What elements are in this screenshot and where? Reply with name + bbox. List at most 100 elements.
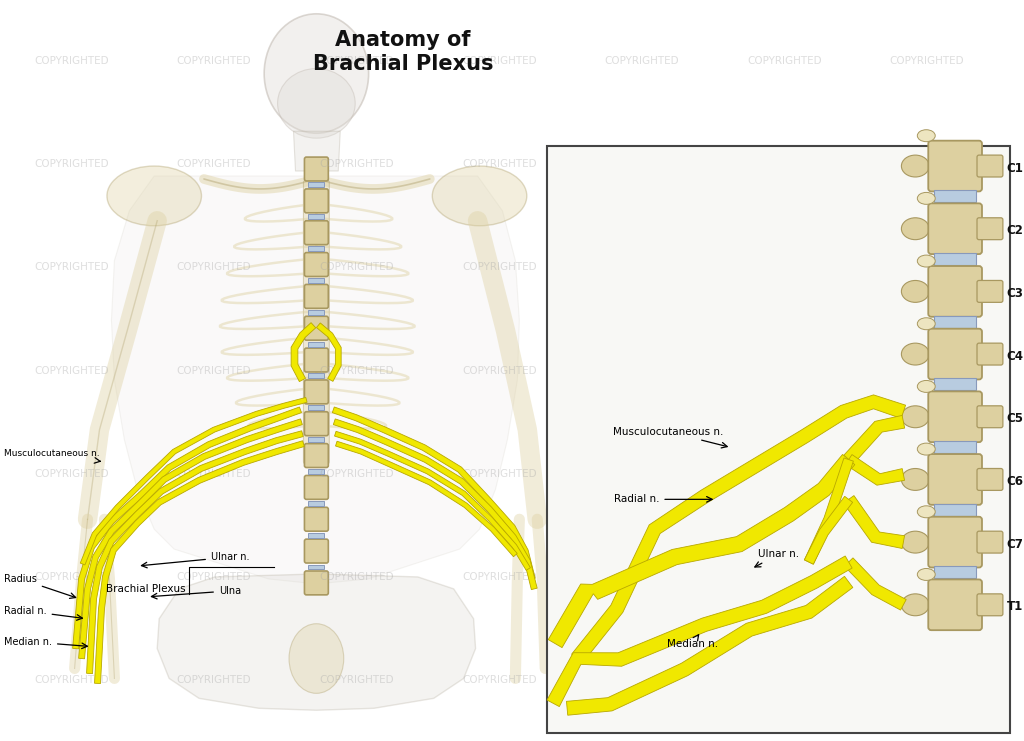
Text: COPYRIGHTED: COPYRIGHTED (890, 365, 965, 376)
Text: C7: C7 (1007, 538, 1024, 551)
Ellipse shape (918, 568, 935, 580)
Text: COPYRIGHTED: COPYRIGHTED (890, 675, 965, 685)
FancyBboxPatch shape (304, 157, 329, 181)
Polygon shape (335, 431, 530, 571)
FancyBboxPatch shape (304, 316, 329, 340)
Text: T1: T1 (1007, 600, 1023, 614)
Bar (308, 437, 325, 442)
Ellipse shape (918, 130, 935, 142)
Text: COPYRIGHTED: COPYRIGHTED (176, 262, 251, 272)
FancyBboxPatch shape (929, 391, 982, 442)
Polygon shape (805, 496, 853, 564)
FancyBboxPatch shape (929, 203, 982, 254)
Text: COPYRIGHTED: COPYRIGHTED (604, 572, 679, 582)
Text: C4: C4 (1007, 350, 1024, 362)
Text: COPYRIGHTED: COPYRIGHTED (462, 56, 537, 66)
Text: COPYRIGHTED: COPYRIGHTED (319, 262, 394, 272)
Ellipse shape (901, 406, 929, 428)
Text: COPYRIGHTED: COPYRIGHTED (34, 572, 109, 582)
Bar (308, 373, 325, 379)
Bar (308, 246, 325, 251)
Text: C3: C3 (1007, 287, 1024, 300)
Polygon shape (294, 131, 340, 171)
Ellipse shape (901, 594, 929, 616)
Polygon shape (571, 395, 905, 663)
Polygon shape (94, 441, 304, 683)
FancyBboxPatch shape (929, 454, 982, 505)
Polygon shape (112, 176, 519, 584)
Bar (934, 379, 976, 391)
Text: COPYRIGHTED: COPYRIGHTED (462, 262, 537, 272)
FancyBboxPatch shape (977, 594, 1002, 616)
Text: Brachial Plexus: Brachial Plexus (312, 53, 494, 73)
Text: COPYRIGHTED: COPYRIGHTED (748, 675, 822, 685)
Ellipse shape (289, 624, 344, 694)
Text: C6: C6 (1007, 475, 1024, 488)
Text: COPYRIGHTED: COPYRIGHTED (462, 469, 537, 479)
Text: COPYRIGHTED: COPYRIGHTED (604, 159, 679, 169)
Text: Ulnar n.: Ulnar n. (755, 549, 800, 567)
Polygon shape (547, 556, 852, 707)
Polygon shape (844, 496, 904, 548)
Bar (308, 405, 325, 411)
FancyBboxPatch shape (304, 348, 329, 372)
Polygon shape (334, 419, 538, 590)
Text: C5: C5 (1007, 412, 1024, 425)
Polygon shape (79, 419, 302, 659)
Ellipse shape (901, 218, 929, 239)
Polygon shape (316, 323, 341, 382)
Ellipse shape (901, 280, 929, 302)
Text: COPYRIGHTED: COPYRIGHTED (34, 56, 109, 66)
FancyBboxPatch shape (929, 266, 982, 316)
Bar (934, 253, 976, 265)
FancyBboxPatch shape (977, 280, 1002, 302)
Polygon shape (844, 416, 904, 464)
Text: COPYRIGHTED: COPYRIGHTED (319, 365, 394, 376)
Text: COPYRIGHTED: COPYRIGHTED (890, 572, 965, 582)
Text: Median n.: Median n. (667, 635, 718, 648)
Text: COPYRIGHTED: COPYRIGHTED (34, 159, 109, 169)
Text: COPYRIGHTED: COPYRIGHTED (604, 56, 679, 66)
Text: Radial n.: Radial n. (4, 606, 82, 620)
Text: Anatomy of: Anatomy of (335, 30, 471, 50)
FancyBboxPatch shape (304, 444, 329, 468)
Ellipse shape (901, 155, 929, 177)
Text: COPYRIGHTED: COPYRIGHTED (319, 159, 394, 169)
Polygon shape (333, 407, 536, 579)
Ellipse shape (918, 255, 935, 267)
Text: COPYRIGHTED: COPYRIGHTED (34, 675, 109, 685)
Polygon shape (73, 407, 301, 649)
Ellipse shape (432, 166, 526, 226)
Text: Ulna: Ulna (152, 586, 241, 599)
Text: COPYRIGHTED: COPYRIGHTED (34, 469, 109, 479)
Text: COPYRIGHTED: COPYRIGHTED (604, 262, 679, 272)
Bar (308, 310, 325, 315)
Text: Median n.: Median n. (4, 637, 87, 648)
Bar (934, 567, 976, 579)
Polygon shape (80, 397, 307, 565)
Text: Ulnar n.: Ulnar n. (141, 552, 250, 568)
FancyBboxPatch shape (304, 253, 329, 276)
Text: COPYRIGHTED: COPYRIGHTED (748, 572, 822, 582)
Bar (934, 504, 976, 516)
Polygon shape (291, 322, 315, 382)
Bar (308, 469, 325, 474)
Text: C2: C2 (1007, 225, 1024, 237)
Text: COPYRIGHTED: COPYRIGHTED (176, 365, 251, 376)
Text: COPYRIGHTED: COPYRIGHTED (462, 159, 537, 169)
FancyBboxPatch shape (977, 531, 1002, 553)
Text: COPYRIGHTED: COPYRIGHTED (176, 675, 251, 685)
FancyBboxPatch shape (304, 476, 329, 499)
Text: COPYRIGHTED: COPYRIGHTED (604, 365, 679, 376)
Text: Musculocutaneous n.: Musculocutaneous n. (4, 449, 100, 463)
Text: COPYRIGHTED: COPYRIGHTED (748, 469, 822, 479)
FancyBboxPatch shape (304, 380, 329, 404)
Polygon shape (158, 574, 475, 711)
Text: COPYRIGHTED: COPYRIGHTED (319, 572, 394, 582)
Text: COPYRIGHTED: COPYRIGHTED (176, 159, 251, 169)
Text: COPYRIGHTED: COPYRIGHTED (34, 262, 109, 272)
Bar (308, 214, 325, 219)
Bar (308, 182, 325, 187)
Text: COPYRIGHTED: COPYRIGHTED (319, 675, 394, 685)
Text: COPYRIGHTED: COPYRIGHTED (748, 159, 822, 169)
